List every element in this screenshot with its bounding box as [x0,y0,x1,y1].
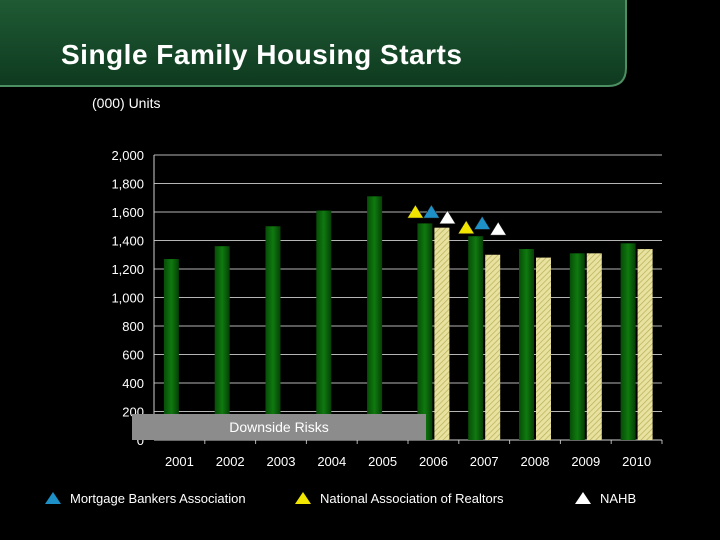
bar-actual-2009 [569,253,585,440]
bar-chart: 02004006008001,0001,2001,4001,6001,8002,… [111,148,663,469]
y-tick-label: 1,200 [111,262,144,277]
x-tick-label: 2002 [216,454,245,469]
legend-label: Mortgage Bankers Association [70,490,246,506]
title-banner-shape [0,0,627,87]
yellow-triangle-marker-2007 [457,220,475,234]
bar-forecast-2007 [485,254,501,440]
x-tick-label: 2003 [267,454,296,469]
y-tick-label: 600 [122,348,144,363]
white-triangle-marker-2006 [438,210,456,224]
legend-item-realtors: National Association of Realtors [294,488,504,508]
bar-actual-2005 [367,196,383,440]
bar-forecast-2009 [586,253,602,440]
x-tick-label: 2001 [165,454,194,469]
x-tick-label: 2008 [521,454,550,469]
downside-risks-label: Downside Risks [229,419,329,435]
units-label: (000) Units [92,95,161,111]
x-tick-label: 2009 [571,454,600,469]
y-tick-label: 1,400 [111,234,144,249]
bar-forecast-2008 [536,257,551,440]
bar-actual-2002 [214,246,230,440]
y-tick-label: 1,800 [111,177,144,192]
white-triangle-marker-2007 [489,221,507,236]
x-tick-label: 2007 [470,454,499,469]
bar-actual-2010 [620,243,636,440]
yellow-triangle-marker-2006 [406,204,424,219]
title-bar: Single Family Housing Starts [0,0,720,92]
blue-triangle-icon [45,492,61,504]
blue-triangle-marker-2007 [473,215,491,230]
downside-risks-box [132,414,426,440]
bar-forecast-2006 [434,227,450,440]
x-tick-label: 2010 [622,454,651,469]
legend-label: National Association of Realtors [320,490,504,506]
bar-actual-2008 [519,249,534,440]
bar-actual-2007 [468,236,484,440]
blue-triangle-marker-2006 [422,204,440,219]
yellow-triangle-icon [295,492,311,504]
y-tick-label: 800 [122,319,144,334]
white-triangle-icon [575,492,591,504]
bar-actual-2003 [265,226,281,440]
page-title: Single Family Housing Starts [61,39,463,70]
legend-item-nahb: NAHB [574,488,636,508]
x-tick-label: 2005 [368,454,397,469]
legend-item-mortgage-bankers: Mortgage Bankers Association [44,488,246,508]
y-tick-label: 2,000 [111,148,144,163]
x-tick-label: 2004 [317,454,346,469]
legend-label: NAHB [600,490,637,506]
y-tick-label: 400 [122,376,144,391]
bar-forecast-2010 [637,249,653,440]
bar-actual-2001 [163,259,179,440]
y-tick-label: 0 [137,433,144,448]
x-tick-label: 2006 [419,454,448,469]
y-tick-label: 1,000 [111,291,144,306]
y-tick-label: 1,600 [111,205,144,220]
bar-actual-2006 [417,223,433,440]
bar-actual-2004 [316,210,332,440]
